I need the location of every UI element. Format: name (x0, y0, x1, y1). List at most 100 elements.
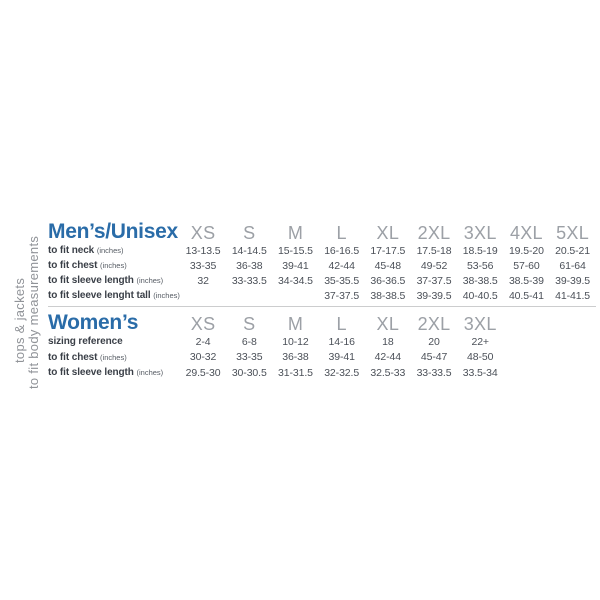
size-value: 35-35.5 (324, 274, 360, 287)
size-value: 38-38.5 (462, 274, 498, 287)
size-header: L (336, 314, 347, 334)
unit-label: (inches) (136, 368, 164, 378)
size-header: 4XL (509, 223, 543, 243)
row-label: to fit sleeve length (inches) (48, 367, 164, 379)
size-value: 32 (197, 274, 209, 287)
size-header: S (243, 223, 256, 243)
size-value: 32-32.5 (324, 366, 360, 379)
size-header: 2XL (417, 223, 451, 243)
size-header: XL (376, 314, 400, 334)
row-label: to fit chest (inches) (48, 351, 127, 363)
size-value: 61-64 (559, 259, 586, 272)
size-value: 41-41.5 (555, 289, 591, 302)
size-value: 31-31.5 (278, 366, 313, 379)
table-row: to fit chest (inches) 33-35 36-38 39-41 … (48, 258, 596, 273)
row-label: to fit chest (inches) (48, 260, 127, 271)
unit-label: (inches) (153, 291, 180, 300)
size-header: XS (190, 314, 216, 334)
size-value: 34-34.5 (278, 274, 313, 287)
size-value: 20 (428, 335, 440, 348)
size-header: 3XL (463, 223, 497, 243)
size-header: XL (376, 223, 400, 243)
size-value: 33.5-34 (462, 366, 498, 379)
size-header: L (336, 223, 347, 243)
size-value: 33-35 (236, 351, 263, 364)
table-row: sizing reference 2-4 6-8 10-12 14-16 18 … (48, 334, 596, 350)
unit-label: (inches) (136, 276, 164, 285)
size-value: 33-33.5 (416, 366, 452, 379)
size-value: 36-38 (236, 259, 263, 272)
size-value: 33-35 (189, 259, 217, 272)
size-value: 37-37.5 (416, 274, 452, 287)
unit-label: (inches) (96, 246, 124, 255)
size-value: 30-30.5 (231, 366, 267, 379)
section-divider (48, 306, 596, 307)
size-value: 6-8 (241, 335, 257, 348)
size-value: 15-15.5 (278, 244, 313, 257)
size-tables: Men’s/Unisex XS S M L XL 2XL 3XL 4XL 5XL… (48, 219, 596, 381)
womens-header-row: Women’s XS S M L XL 2XL 3XL (48, 310, 596, 334)
size-value: 14-14.5 (231, 244, 267, 257)
size-value: 45-48 (374, 259, 402, 272)
size-header: 3XL (463, 314, 497, 334)
size-value: 36-36.5 (370, 274, 406, 287)
size-value: 40-40.5 (462, 289, 498, 302)
table-row: to fit sleeve length (inches) 29.5-30 30… (48, 365, 596, 381)
table-row: to fit sleeve lenght tall (inches) 37-37… (48, 288, 596, 303)
row-label: to fit neck (inches) (48, 245, 124, 256)
size-value: 18.5-19 (462, 244, 498, 257)
size-value: 57-60 (513, 259, 540, 272)
womens-section: Women’s XS S M L XL 2XL 3XL sizing refer… (48, 310, 596, 381)
size-value: 39-41 (282, 259, 309, 272)
unit-label: (inches) (100, 352, 127, 362)
size-value: 36-38 (282, 351, 309, 364)
size-header: 2XL (417, 314, 451, 334)
size-value: 30-32 (189, 351, 217, 364)
size-value: 39-41 (328, 351, 355, 364)
size-value: 53-56 (467, 259, 494, 272)
size-header: S (243, 314, 256, 334)
size-value: 37-37.5 (324, 289, 360, 302)
row-label: sizing reference (48, 336, 123, 348)
mens-section: Men’s/Unisex XS S M L XL 2XL 3XL 4XL 5XL… (48, 219, 596, 303)
size-value: 29.5-30 (185, 366, 221, 379)
unit-label: (inches) (100, 261, 127, 270)
size-value: 49-52 (420, 259, 448, 272)
size-value: 16-16.5 (324, 244, 360, 257)
size-header: XS (190, 223, 216, 243)
size-value: 33-33.5 (231, 274, 267, 287)
size-value: 17.5-18 (416, 244, 452, 257)
size-header: M (287, 314, 304, 334)
table-row: to fit neck (inches) 13-13.5 14-14.5 15-… (48, 243, 596, 258)
size-value: 38.5-39 (508, 274, 544, 287)
womens-section-title: Women’s (48, 311, 139, 334)
size-header: M (287, 223, 304, 243)
size-value: 45-47 (420, 351, 448, 364)
size-value: 48-50 (467, 351, 494, 364)
row-label: to fit sleeve lenght tall (inches) (48, 290, 180, 301)
size-value: 10-12 (282, 335, 309, 348)
sidebar-measurement-note: to fit body measurements (26, 235, 41, 389)
mens-section-title: Men’s/Unisex (48, 220, 178, 243)
mens-header-row: Men’s/Unisex XS S M L XL 2XL 3XL 4XL 5XL (48, 219, 596, 243)
size-value: 42-44 (328, 259, 355, 272)
sidebar-category-label: tops & jackets (12, 277, 27, 363)
table-row: to fit chest (inches) 30-32 33-35 36-38 … (48, 350, 596, 366)
size-value: 32.5-33 (370, 366, 406, 379)
size-value: 38-38.5 (370, 289, 406, 302)
size-value: 14-16 (328, 335, 355, 348)
size-value: 19.5-20 (508, 244, 544, 257)
size-value: 39-39.5 (555, 274, 591, 287)
table-row: to fit sleeve length (inches) 32 33-33.5… (48, 273, 596, 288)
size-value: 2-4 (195, 335, 211, 348)
size-value: 40.5-41 (508, 289, 544, 302)
row-label: to fit sleeve length (inches) (48, 275, 164, 286)
size-value: 17-17.5 (370, 244, 406, 257)
size-header: 5XL (556, 223, 590, 243)
size-value: 42-44 (374, 351, 402, 364)
size-value: 18 (382, 335, 394, 348)
size-value: 20.5-21 (555, 244, 591, 257)
size-value: 22+ (471, 335, 489, 348)
size-value: 13-13.5 (185, 244, 221, 257)
